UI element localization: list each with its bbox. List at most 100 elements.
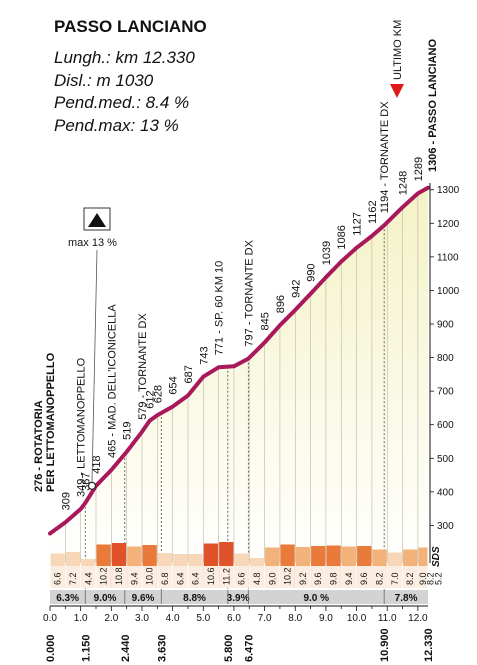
profile-line bbox=[48, 185, 430, 536]
y-axis: 300 400 500 600 700 800 900 1000 1100 1200 1300 bbox=[429, 183, 460, 563]
elevation-point-label: 465 - MAD. DELL'ICONICELLA bbox=[106, 304, 118, 458]
grade-group-label: 9.0 % bbox=[303, 593, 329, 604]
grade-bar-base bbox=[81, 566, 96, 588]
km-marker-label: 3.630 bbox=[156, 634, 168, 662]
elevation-point-label: 797 - TORNANTE DX bbox=[243, 239, 255, 346]
y-tick-label: 1000 bbox=[437, 286, 460, 297]
elevation-point-label: 1248 bbox=[398, 171, 410, 195]
stat-length: Lungh.: km 12.330 bbox=[54, 48, 195, 67]
grade-bar-value: 4.4 bbox=[83, 572, 93, 585]
grade-bar-base bbox=[311, 566, 326, 588]
grade-bar-value: 4.8 bbox=[252, 572, 262, 585]
profile-line-group bbox=[48, 185, 430, 536]
km-marker-label: 12.330 bbox=[423, 628, 435, 662]
grade-bar-value: 10.2 bbox=[99, 567, 109, 585]
page-title: PASSO LANCIANO bbox=[54, 17, 207, 36]
elevation-point-label: 1194 - TORNANTE DX bbox=[379, 101, 391, 214]
ultimo-km-arrow-icon bbox=[390, 84, 404, 98]
ultimo-km-label: ULTIMO KM bbox=[392, 20, 404, 80]
grade-bar-value: 9.0 bbox=[418, 572, 428, 585]
y-tick-label: 300 bbox=[437, 521, 454, 532]
y-tick-label: 900 bbox=[437, 320, 454, 331]
grade-bar-base bbox=[173, 566, 188, 588]
grade-bar-base bbox=[65, 566, 81, 588]
elevation-point-label: 896 bbox=[275, 295, 287, 313]
x-tick-label: 12.0 bbox=[408, 613, 428, 624]
grade-bar-value: 9.2 bbox=[298, 572, 308, 585]
elevation-point-label: 845 bbox=[260, 312, 272, 330]
km-marker-label: 10.900 bbox=[379, 628, 391, 662]
elevation-point-label: 276 - ROTATORIA bbox=[33, 400, 45, 492]
grade-bar-base bbox=[265, 566, 280, 588]
y-tick-label: 1100 bbox=[437, 252, 459, 263]
elevation-point-label: 1162 bbox=[367, 200, 379, 224]
grade-bar-base bbox=[357, 566, 372, 588]
x-tick-label: 2.0 bbox=[104, 613, 118, 624]
x-tick-label: 1.0 bbox=[74, 613, 88, 624]
grade-bar-base bbox=[50, 566, 65, 588]
y-tick-label: 1300 bbox=[437, 185, 460, 196]
profile-area bbox=[50, 187, 428, 563]
x-tick-label: 3.0 bbox=[135, 613, 149, 624]
elevation-point-label: 1039 bbox=[321, 241, 333, 265]
grade-bars bbox=[50, 542, 428, 588]
elevation-point-label: 654 bbox=[168, 376, 180, 394]
grade-group-label: 6.3% bbox=[56, 593, 79, 604]
grade-bar-value: 9.4 bbox=[129, 572, 139, 585]
grade-band-background bbox=[50, 590, 428, 604]
grade-bar-base bbox=[341, 566, 357, 588]
y-tick-label: 800 bbox=[437, 353, 454, 364]
x-tick-label: 9.0 bbox=[319, 613, 333, 624]
x-tick-label: 10.0 bbox=[347, 613, 367, 624]
grade-bar-base bbox=[111, 566, 127, 588]
km-marker-label: 6.470 bbox=[243, 634, 255, 662]
profile-fill bbox=[50, 187, 428, 563]
y-tick-label: 1200 bbox=[437, 219, 460, 230]
elevation-point-label: 628 bbox=[152, 385, 164, 403]
elevation-point-label: 418 bbox=[91, 455, 103, 473]
elevation-point-label: 349 - LETTOMANOPPELLO bbox=[76, 357, 88, 497]
y-tick-label: 700 bbox=[437, 387, 454, 398]
grade-bar-base bbox=[280, 566, 295, 588]
max-grade-marker: max 13 % bbox=[68, 207, 117, 490]
grade-bar-value: 8.2 bbox=[405, 572, 415, 585]
max-grade-leader bbox=[91, 249, 98, 482]
km-marker-label: 2.440 bbox=[120, 634, 132, 662]
km-marker-label: 1.150 bbox=[80, 634, 92, 662]
grade-bar-base bbox=[249, 566, 265, 588]
grade-group-label: 3.9% bbox=[227, 593, 250, 604]
stats-block: Lungh.: km 12.330 Disl.: m 1030 Pend.med… bbox=[54, 48, 195, 135]
elevation-point-label: 519 bbox=[122, 422, 134, 440]
grade-bar-value: 7.0 bbox=[390, 572, 400, 585]
x-axis: 0.0 1.0 2.0 3.0 4.0 5.0 6.0 7.0 8.0 9.0 10.0 11.0 12… bbox=[43, 605, 435, 662]
grade-bar-value: 11.2 bbox=[221, 568, 231, 585]
grade-bar-base bbox=[157, 566, 173, 588]
grade-bar-base bbox=[326, 566, 341, 588]
grade-group-label: 8.8% bbox=[183, 593, 206, 604]
x-tick-label: 4.0 bbox=[166, 613, 180, 624]
elevation-point-label: 990 bbox=[306, 263, 318, 281]
max-grade-label: max 13 % bbox=[68, 237, 117, 249]
elevation-point-label: 612 bbox=[145, 390, 157, 408]
grade-bar-value: 8.2 bbox=[375, 572, 385, 585]
km-marker-label: 0.000 bbox=[45, 634, 57, 662]
grade-bar-base bbox=[188, 566, 203, 588]
sds-watermark: SDS bbox=[431, 546, 442, 567]
y-tick-label: 600 bbox=[437, 420, 454, 431]
elevation-point-label: 687 bbox=[183, 365, 195, 383]
stat-max-grade: Pend.max: 13 % bbox=[54, 116, 179, 135]
grade-bar-value: 6.4 bbox=[175, 572, 185, 585]
grade-bar-value: 7.2 bbox=[68, 572, 78, 585]
grade-bar-value: 6.8 bbox=[160, 572, 170, 585]
grade-bar-value: 10.0 bbox=[145, 567, 155, 585]
stat-elevation-gain: Disl.: m 1030 bbox=[54, 71, 154, 90]
grade-bar-value: 9.8 bbox=[329, 572, 339, 585]
elevation-point-label: 743 bbox=[198, 346, 210, 364]
elevation-point-label: 309 bbox=[60, 492, 72, 510]
grade-bar-value: 6.6 bbox=[53, 572, 63, 585]
grade-bar-value: 8.2 bbox=[426, 572, 436, 585]
grade-bar-value: 9.4 bbox=[344, 572, 354, 585]
grade-bar-base bbox=[295, 566, 311, 588]
grade-band: 6.3% 9.0% 9.6% 8.8% 3.9% 9.0 % 7.8% bbox=[50, 590, 428, 604]
